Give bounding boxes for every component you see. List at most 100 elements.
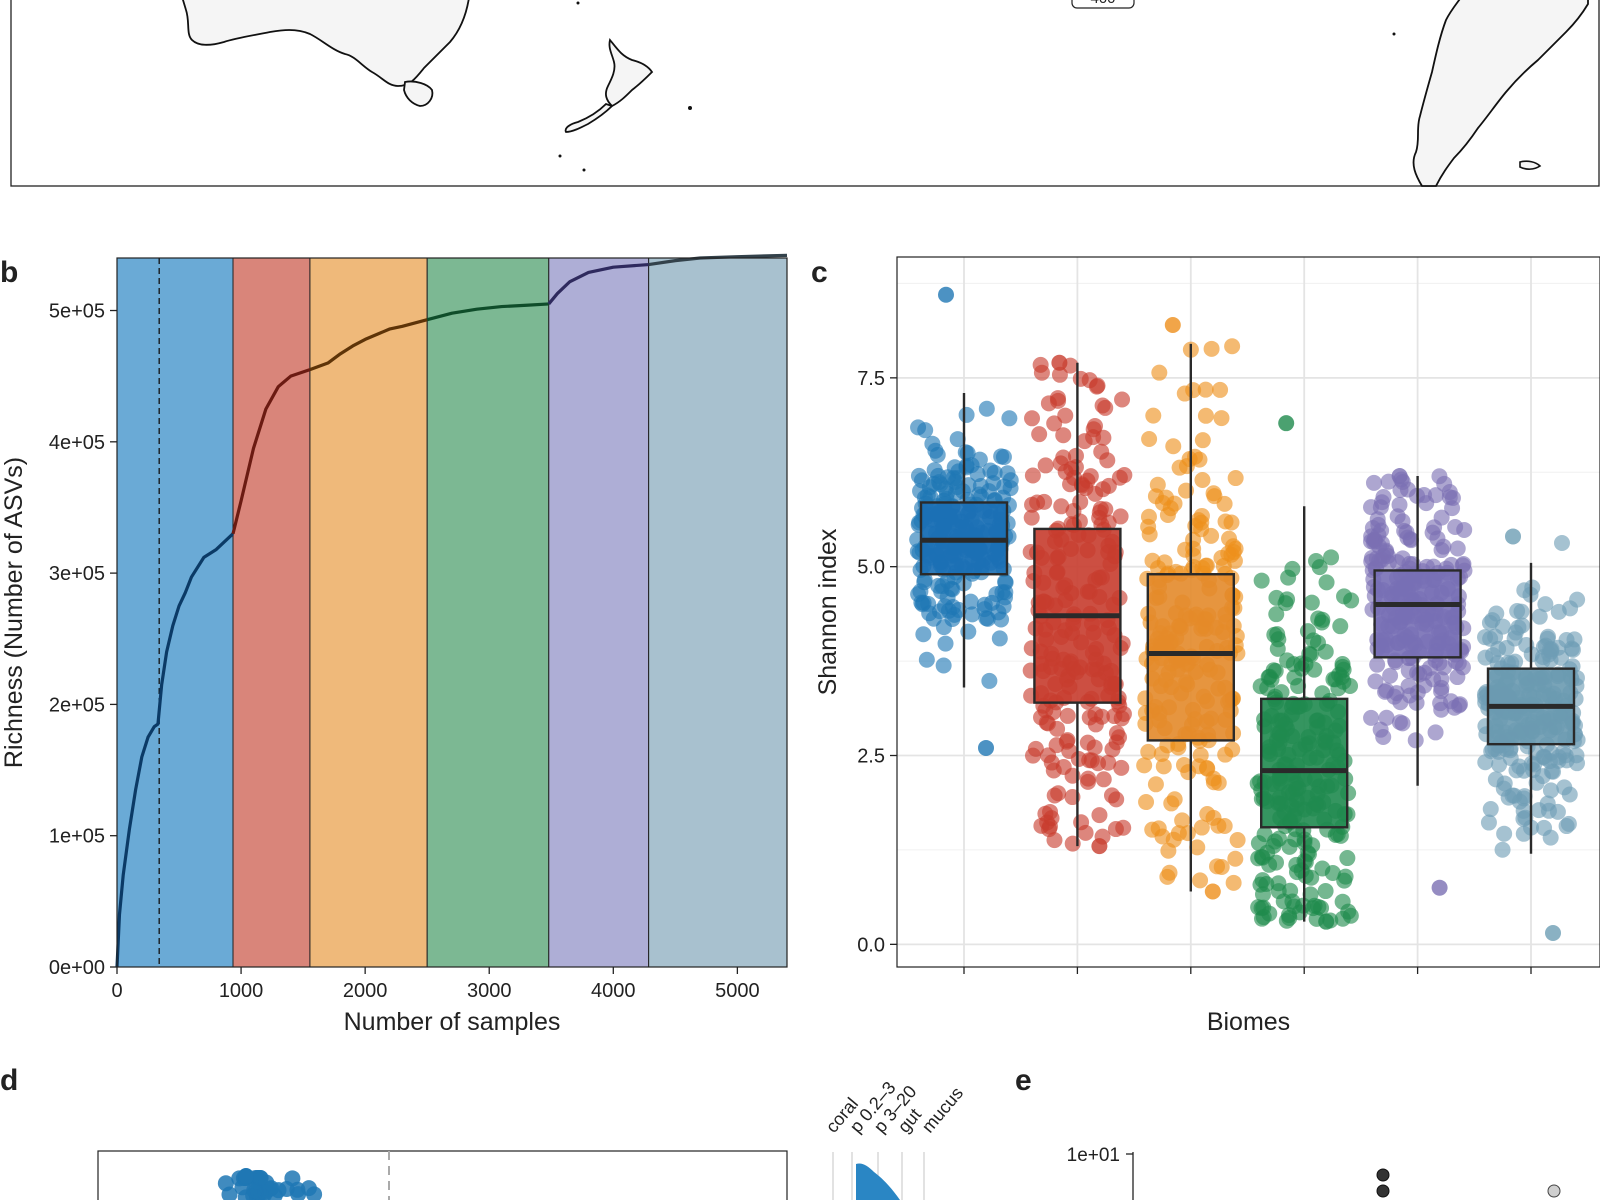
jitter-point bbox=[1343, 592, 1360, 609]
jitter-point bbox=[1111, 729, 1128, 746]
jitter-point bbox=[1304, 837, 1321, 854]
biome-band bbox=[548, 257, 650, 968]
jitter-point bbox=[1046, 787, 1063, 804]
jitter-point bbox=[1556, 779, 1573, 796]
jitter-point bbox=[1507, 653, 1524, 670]
jitter-point bbox=[1491, 756, 1508, 773]
box-iqr bbox=[1373, 569, 1462, 659]
jitter-point bbox=[1323, 549, 1340, 566]
jitter-point bbox=[1394, 513, 1411, 530]
jitter-point bbox=[1151, 364, 1168, 381]
jitter-point bbox=[1339, 850, 1356, 867]
curve-segment bbox=[426, 302, 549, 322]
jitter-point bbox=[1310, 610, 1327, 627]
jitter-point bbox=[1258, 875, 1275, 892]
map-islet bbox=[582, 168, 586, 172]
panel-label-e: e bbox=[1015, 1064, 1032, 1097]
jitter-point bbox=[1037, 702, 1054, 719]
curve-segment bbox=[309, 318, 428, 372]
jitter-point bbox=[1433, 701, 1450, 718]
jitter-point bbox=[1253, 572, 1270, 589]
jitter-point bbox=[1537, 596, 1554, 613]
jitter-point bbox=[1332, 827, 1349, 844]
jitter-point bbox=[1388, 685, 1405, 702]
jitter-point bbox=[918, 651, 935, 668]
jitter-point bbox=[1382, 667, 1399, 684]
jitter-point bbox=[1318, 913, 1335, 930]
jitter-point bbox=[1091, 838, 1108, 855]
jitter-point bbox=[1268, 606, 1285, 623]
plot-frame-c bbox=[896, 256, 1600, 968]
jitter-point bbox=[1049, 720, 1066, 737]
jitter-point bbox=[1278, 415, 1295, 432]
jitter-point bbox=[937, 635, 954, 652]
box-iqr bbox=[1146, 573, 1236, 742]
jitter-point bbox=[1482, 801, 1499, 818]
column-label-d: mucus bbox=[918, 1083, 967, 1136]
jitter-point bbox=[1150, 820, 1167, 837]
jitter-point bbox=[935, 657, 952, 674]
jitter-point bbox=[1534, 653, 1551, 670]
jitter-point bbox=[960, 623, 977, 640]
x-tick-label-b: 3000 bbox=[467, 980, 512, 1002]
jitter-point bbox=[969, 466, 986, 483]
jitter-point bbox=[1094, 397, 1111, 414]
jitter-point bbox=[1087, 485, 1104, 502]
jitter-point bbox=[1051, 354, 1068, 371]
jitter-point bbox=[915, 626, 932, 643]
jitter-point bbox=[1190, 512, 1207, 529]
plot-frame-b bbox=[116, 257, 788, 968]
jitter-point bbox=[1337, 868, 1354, 885]
jitter-point bbox=[1541, 753, 1558, 770]
jitter-point bbox=[1531, 608, 1548, 625]
jitter-point bbox=[1100, 754, 1117, 771]
falkland-islands bbox=[1519, 160, 1542, 170]
x-tick-label-b: 2000 bbox=[343, 980, 388, 1002]
jitter-point bbox=[1477, 629, 1494, 646]
jitter-point bbox=[1224, 338, 1241, 355]
jitter-point bbox=[1216, 818, 1233, 835]
jitter-point bbox=[962, 593, 979, 610]
panel-b: b 0 1000 2000 3000 4000 5000 0e+00 1e+05 2e+05 3… bbox=[0, 253, 788, 1036]
jitter-point bbox=[1180, 764, 1197, 781]
density-shape bbox=[856, 1163, 900, 1200]
jitter-point bbox=[1539, 795, 1556, 812]
y-tick-label-c: 7.5 bbox=[857, 368, 885, 390]
y-axis-c: 0.0 2.5 5.0 7.5 bbox=[857, 368, 897, 956]
jitter-point bbox=[1145, 407, 1162, 424]
jitter-point bbox=[1490, 640, 1507, 657]
jitter-point bbox=[933, 583, 950, 600]
jitter-point bbox=[1073, 814, 1090, 831]
jitter-point bbox=[1441, 484, 1458, 501]
jitter-point bbox=[1150, 560, 1167, 577]
jitter-point bbox=[1057, 407, 1074, 424]
y-tick-label-b: 4e+05 bbox=[49, 432, 105, 454]
jitter-point bbox=[1391, 468, 1408, 485]
data-point-e bbox=[1376, 1168, 1390, 1182]
jitter-point bbox=[1154, 494, 1171, 511]
jitter-point bbox=[1303, 594, 1320, 611]
panel-c: c 0.0 2.5 5.0 7.5 Biomes Shannon index bbox=[811, 256, 1600, 1036]
jitter-point bbox=[1197, 381, 1214, 398]
jitter-point bbox=[1318, 574, 1335, 591]
x-tick-label-b: 0 bbox=[111, 980, 122, 1002]
jitter-point bbox=[982, 462, 999, 479]
badge-box bbox=[1071, 0, 1135, 9]
jitter-point bbox=[1220, 545, 1237, 562]
jitter-point bbox=[1317, 643, 1334, 660]
jitter-point bbox=[1504, 787, 1521, 804]
biome-band bbox=[309, 257, 428, 968]
jitter-point bbox=[1100, 477, 1117, 494]
biome-band bbox=[232, 257, 311, 968]
jitter-point bbox=[1141, 430, 1158, 447]
jitter-point bbox=[1138, 794, 1155, 811]
jitter-point bbox=[1363, 709, 1380, 726]
jitter-point bbox=[1049, 390, 1066, 407]
y-tick-label-c: 5.0 bbox=[857, 557, 885, 579]
jitter-point bbox=[1140, 518, 1157, 535]
panel-e: e 1e+01 bbox=[1015, 1064, 1561, 1200]
jitter-point bbox=[1192, 747, 1209, 764]
jitter-point bbox=[1542, 782, 1559, 799]
jitter-point bbox=[991, 630, 1008, 647]
